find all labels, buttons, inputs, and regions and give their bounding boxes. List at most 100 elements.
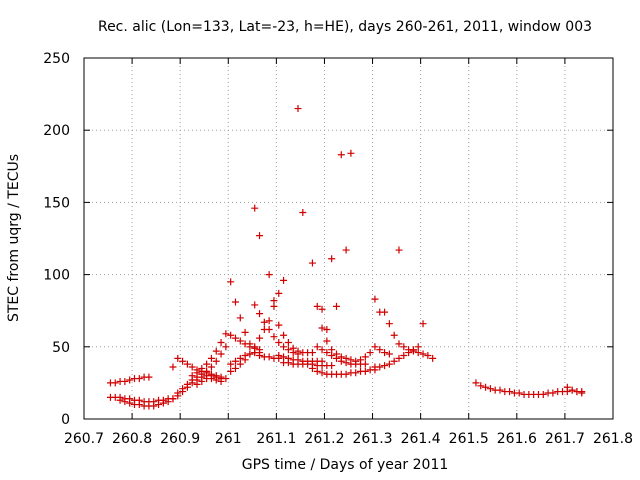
data-point [395,340,403,348]
data-point [265,325,273,333]
data-point [251,343,259,351]
data-point [284,346,292,354]
x-axis-title: GPS time / Days of year 2011 [242,457,449,473]
data-point [275,289,283,297]
data-point [275,338,283,346]
data-point [231,357,239,365]
data-point [299,209,307,217]
data-point [251,301,259,309]
data-point [318,346,326,354]
data-point [506,388,514,396]
data-point [357,356,365,364]
data-point [183,383,191,391]
data-point [159,399,167,407]
data-point [419,350,427,358]
data-point [414,349,422,357]
data-point [496,386,504,394]
data-point [294,347,302,355]
y-axis-title: STEC from uqrg / TECUs [6,154,22,322]
data-point [236,337,244,345]
data-point [361,360,369,368]
data-point [145,373,153,381]
data-point [328,255,336,263]
x-tick-label: 261.4 [401,431,441,447]
x-tick-label: 261.7 [545,431,585,447]
data-point [222,375,230,383]
data-point [222,330,230,338]
data-point [174,354,182,362]
data-point [135,401,143,409]
data-point [284,359,292,367]
data-point [275,321,283,329]
data-point [231,334,239,342]
data-point [188,379,196,387]
data-point [188,363,196,371]
data-point [371,295,379,303]
data-point [222,343,230,351]
data-point [308,349,316,357]
data-point [270,302,278,310]
data-point [183,360,191,368]
data-point [198,364,206,372]
data-point [318,324,326,332]
data-point [207,354,215,362]
data-point [207,375,215,383]
data-point [361,353,369,361]
data-point [135,375,143,383]
data-point [395,246,403,254]
data-point [332,302,340,310]
data-point [308,364,316,372]
data-point [424,351,432,359]
data-point [405,346,413,354]
data-point [121,398,129,406]
data-point [256,232,264,240]
y-tick-label: 100 [43,268,70,284]
data-point [217,377,225,385]
data-point [212,347,220,355]
data-point [308,259,316,267]
data-point [193,380,201,388]
data-point [207,363,215,371]
data-point [323,337,331,345]
data-point [246,350,254,358]
data-point [126,399,134,407]
data-point [280,331,288,339]
data-point [318,369,326,377]
data-point [121,377,129,385]
y-tick-label: 0 [61,412,70,428]
grid-lines [84,58,613,419]
data-point [385,350,393,358]
data-point [275,351,283,359]
data-point [342,354,350,362]
data-point [376,363,384,371]
data-point [241,340,249,348]
data-point [217,338,225,346]
data-point [515,389,523,397]
data-point [179,385,187,393]
x-tick-label: 260.8 [112,431,152,447]
data-point [227,331,235,339]
data-point [563,383,571,391]
data-point [236,360,244,368]
data-point [381,362,389,370]
data-point [116,396,124,404]
data-point [400,351,408,359]
data-point [313,302,321,310]
data-point [241,328,249,336]
data-point [164,398,172,406]
data-points [106,105,586,410]
data-point [289,344,297,352]
data-point [212,357,220,365]
data-point [385,360,393,368]
data-point [198,377,206,385]
data-point [342,370,350,378]
plot-frame [83,57,614,420]
data-point [323,349,331,357]
data-point [347,149,355,157]
x-tick-label: 260.9 [160,431,200,447]
x-tick-label: 261.8 [593,431,633,447]
data-point [395,354,403,362]
x-tick-label: 261.2 [304,431,344,447]
data-point [366,349,374,357]
